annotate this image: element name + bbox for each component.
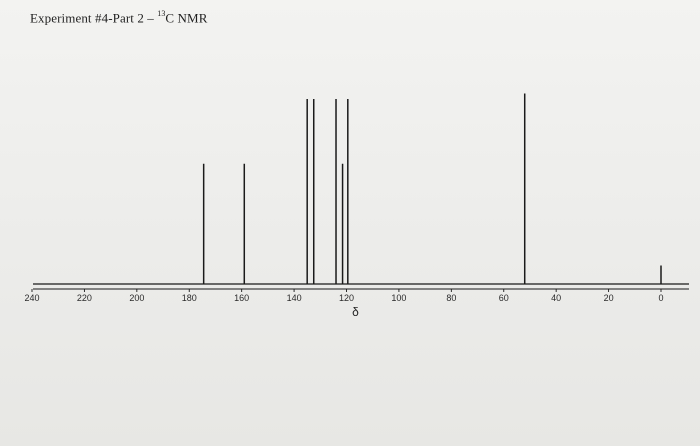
x-tick-label: 0 <box>658 293 663 303</box>
peaks-group <box>202 93 662 284</box>
x-tick-label: 180 <box>182 293 197 303</box>
x-tick-label: 20 <box>604 293 614 303</box>
title-suffix: C NMR <box>165 10 208 26</box>
x-tick-label: 60 <box>499 293 509 303</box>
x-tick-label: 100 <box>391 293 406 303</box>
x-axis: 240 220 200 180 160 140 120 100 80 60 40 20 0 <box>24 283 689 303</box>
title-prefix: Experiment #4-Part 2 – <box>30 10 158 26</box>
x-tick-label: 220 <box>77 293 92 303</box>
page-title: Experiment #4-Part 2 – 13C NMR <box>30 9 208 26</box>
x-tick-label: 200 <box>129 293 144 303</box>
x-tick-label: 160 <box>234 293 249 303</box>
x-tick-label: 240 <box>24 293 39 303</box>
x-tick-label: 40 <box>551 293 561 303</box>
title-superscript: 13 <box>157 9 166 18</box>
x-tick-label: 120 <box>339 293 354 303</box>
x-tick-label: 80 <box>446 293 456 303</box>
x-tick-label: 140 <box>287 293 302 303</box>
x-axis-label: δ <box>352 305 359 319</box>
